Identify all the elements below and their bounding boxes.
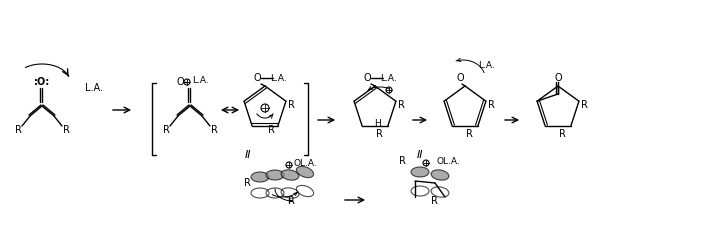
Text: :O:: :O: [34,77,50,87]
Ellipse shape [431,170,449,180]
Text: O: O [176,77,184,87]
Text: R: R [162,125,170,135]
Text: L.A.: L.A. [85,83,103,93]
Ellipse shape [281,170,299,180]
Text: R: R [243,178,251,188]
Text: R: R [560,129,566,139]
Text: OL.A.: OL.A. [293,158,317,168]
Text: II: II [417,150,423,160]
Ellipse shape [266,170,284,180]
Text: O: O [456,73,464,83]
Text: R: R [399,156,406,166]
Text: L.A.: L.A. [479,60,495,70]
Text: R: R [269,125,275,135]
Ellipse shape [296,166,313,178]
Text: L.A.: L.A. [380,74,397,82]
Text: R: R [399,100,405,110]
Ellipse shape [411,167,429,177]
Text: R: R [376,129,383,139]
Ellipse shape [251,172,269,182]
Text: O: O [363,73,371,83]
Text: R: R [289,100,295,110]
Text: R: R [211,125,217,135]
Text: R: R [466,129,474,139]
Text: R: R [63,125,69,135]
Text: R: R [430,196,438,206]
Text: R: R [489,100,495,110]
Text: O: O [554,73,562,83]
Text: II: II [245,150,251,160]
Text: R: R [287,196,295,206]
Text: OL.A.: OL.A. [436,157,460,165]
Text: O: O [253,73,261,83]
Text: H: H [375,119,381,128]
Text: L.A.: L.A. [191,75,209,85]
Text: R: R [581,100,588,110]
Text: L.A.: L.A. [271,74,287,82]
Text: R: R [14,125,22,135]
